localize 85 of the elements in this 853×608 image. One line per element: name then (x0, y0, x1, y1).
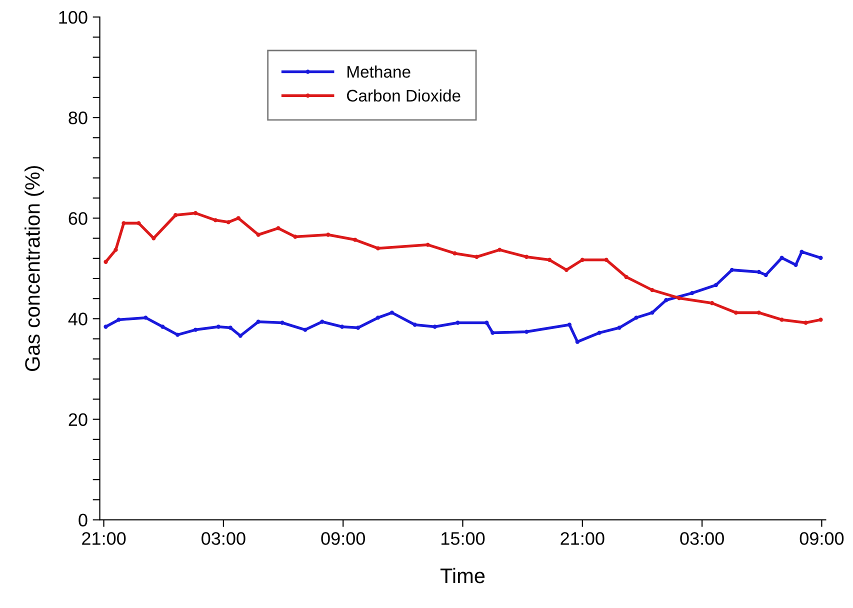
y-tick-label: 20 (68, 413, 88, 426)
point (567, 322, 572, 327)
point (238, 334, 242, 338)
point (794, 262, 798, 267)
point (144, 316, 148, 320)
point (136, 221, 141, 226)
point (175, 332, 180, 337)
y-tick-label: 80 (68, 112, 88, 124)
point (650, 288, 654, 292)
x-tick-label: 09:00 (321, 532, 365, 545)
point (498, 248, 502, 252)
point (804, 320, 808, 325)
point (256, 232, 260, 237)
point (547, 258, 552, 262)
point (484, 320, 489, 325)
point (650, 310, 654, 315)
point (160, 324, 165, 329)
point (104, 260, 108, 264)
point (624, 274, 628, 280)
point (710, 301, 714, 306)
y-tick-label: 100 (59, 10, 88, 24)
legend-label: Carbon Dioxide (347, 89, 460, 102)
y-tick-label: 40 (68, 312, 88, 326)
point (564, 268, 569, 272)
point (352, 238, 358, 242)
point (376, 246, 380, 250)
point (320, 320, 324, 324)
legend-label: Methane (348, 66, 410, 78)
y-axis-title: Gas concentration (%) (24, 166, 44, 372)
point (690, 290, 694, 296)
point (634, 316, 638, 320)
point (714, 282, 718, 288)
point (818, 256, 823, 260)
point (193, 328, 198, 332)
point (276, 226, 280, 230)
point (677, 296, 682, 300)
point (340, 324, 344, 329)
point (524, 254, 529, 259)
point (452, 251, 457, 256)
point (174, 213, 178, 218)
point (122, 221, 126, 226)
point (597, 330, 602, 335)
point (390, 310, 394, 315)
point (293, 234, 298, 239)
point (474, 254, 479, 259)
point (303, 328, 308, 332)
point (575, 340, 580, 344)
point (756, 310, 761, 315)
point (376, 316, 380, 320)
point (326, 232, 330, 237)
point (228, 326, 233, 330)
point (617, 326, 622, 330)
point (456, 320, 460, 325)
point (664, 298, 668, 302)
point (818, 318, 823, 322)
point (426, 242, 430, 247)
y-tick-label: 0 (78, 514, 88, 527)
point (490, 330, 495, 335)
point (256, 320, 260, 324)
point (216, 324, 221, 329)
point (412, 322, 417, 327)
x-tick-label: 03:00 (202, 532, 246, 545)
point (730, 268, 734, 272)
point (780, 318, 784, 322)
point (764, 272, 768, 278)
point (280, 320, 284, 325)
point (226, 220, 231, 224)
x-tick-label: 03:00 (680, 532, 724, 545)
point (756, 270, 761, 274)
point (780, 256, 784, 260)
point (193, 211, 198, 216)
x-tick-label: 09:00 (800, 532, 844, 545)
x-tick-label: 21:00 (82, 532, 126, 545)
point (236, 216, 240, 220)
point (604, 258, 608, 262)
x-tick-label: 15:00 (442, 532, 485, 545)
point (213, 218, 218, 222)
x-axis-title: Time (440, 568, 485, 584)
point (116, 318, 121, 322)
point (432, 324, 437, 329)
point (114, 248, 118, 252)
y-tick-label: 60 (68, 212, 88, 225)
point (104, 324, 108, 329)
point (580, 258, 584, 262)
x-tick-label: 21:00 (560, 532, 604, 545)
